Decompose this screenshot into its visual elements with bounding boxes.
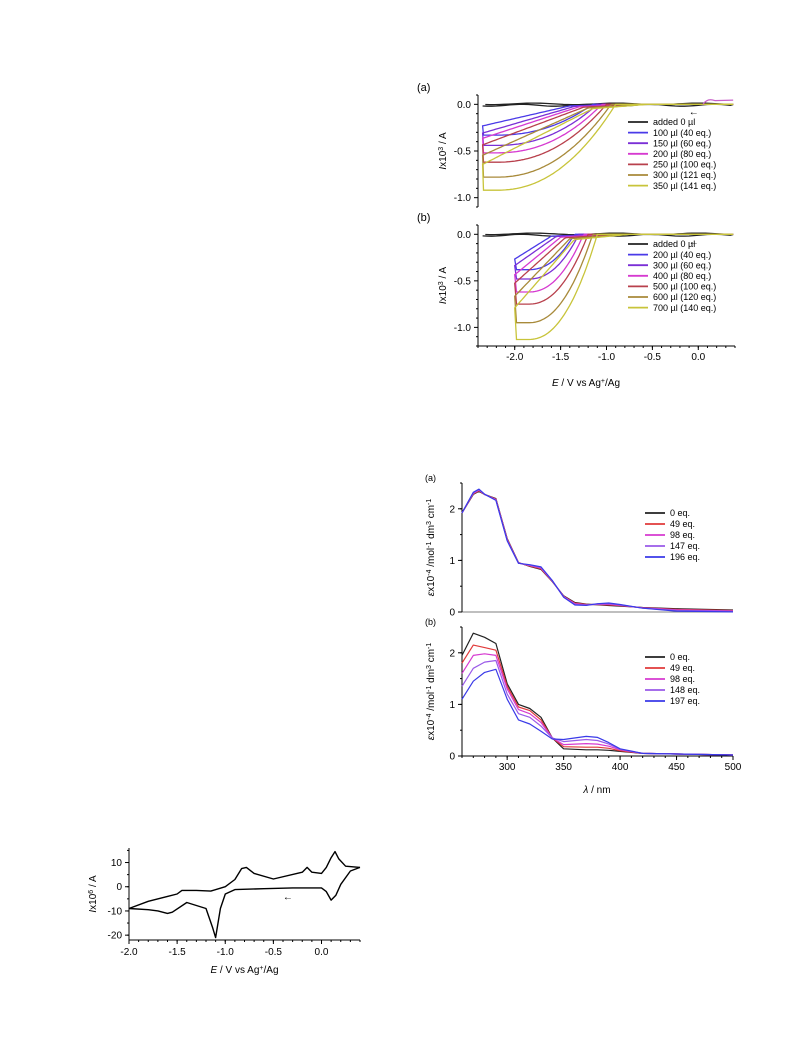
y-tick-label-0-1: -0.5 xyxy=(454,147,472,158)
uv-x-tick-label-1-2: 400 xyxy=(612,762,629,773)
y-tick-label-0-0: 0.0 xyxy=(457,100,471,111)
uv-y-tick-label-1-1: 1 xyxy=(449,700,455,711)
y-tick-label-1-1: -0.5 xyxy=(454,276,472,287)
x-tick-label-1-2: -1.0 xyxy=(598,352,616,363)
uv-y-tick-label-1-0: 0 xyxy=(449,752,455,763)
cv2-x-tick-label-0: -2.0 xyxy=(120,947,138,958)
x-tick-label-1-0: -2.0 xyxy=(506,352,524,363)
legend-label-1-4: 500 µl (100 eq.) xyxy=(653,282,716,292)
uv-series-line-1-4 xyxy=(461,668,734,756)
cv2-y-tick-label-3: -20 xyxy=(108,931,123,942)
cv2-reverse-sweep xyxy=(128,850,361,910)
cv2-y-tick-label-2: -10 xyxy=(108,906,123,917)
uv-y-tick-label-1-2: 2 xyxy=(449,648,455,659)
legend-label-1-2: 300 µl (60 eq.) xyxy=(653,260,711,270)
x-axis-label-cv: E / V vs Ag+/Ag xyxy=(552,378,620,390)
cv2-y-tick-label-0: 10 xyxy=(111,858,123,869)
uv-y-tick-label-0-0: 0 xyxy=(449,608,455,619)
legend-label-1-0: added 0 µl xyxy=(653,239,695,249)
legend-label-1-1: 200 µl (40 eq.) xyxy=(653,250,711,260)
y-tick-label-1-0: 0.0 xyxy=(457,230,471,241)
x-tick-label-1-3: -0.5 xyxy=(644,352,662,363)
uv-x-tick-label-1-0: 300 xyxy=(499,762,516,773)
legend-label-0-6: 350 µl (141 eq.) xyxy=(653,181,716,191)
uv-x-tick-label-1-3: 450 xyxy=(668,762,685,773)
uv-legend-label-0-0: 0 eq. xyxy=(670,508,690,518)
legend-label-1-6: 700 µl (140 eq.) xyxy=(653,303,716,313)
uv-panel-label-1: (b) xyxy=(425,617,436,627)
y-axis-label-1: Ix103 / A xyxy=(438,267,450,305)
uv-legend-label-1-1: 49 eq. xyxy=(670,663,695,673)
cv2-scan-direction-arrow: ← xyxy=(283,892,293,903)
uv-y-tick-label-0-1: 1 xyxy=(449,556,455,567)
y-axis-label-0: Ix103 / A xyxy=(438,132,450,170)
cv2-x-axis-label: E / V vs Ag+/Ag xyxy=(210,965,278,977)
legend-label-0-5: 300 µl (121 eq.) xyxy=(653,170,716,180)
y-tick-label-1-2: -1.0 xyxy=(454,323,472,334)
uv-x-axis-label: λ / nm xyxy=(582,785,610,796)
legend-label-1-3: 400 µl (80 eq.) xyxy=(653,271,711,281)
uv-legend-label-0-4: 196 eq. xyxy=(670,552,700,562)
cv2-forward-sweep xyxy=(128,866,361,939)
uv-legend-label-1-0: 0 eq. xyxy=(670,652,690,662)
cv2-x-tick-label-1: -1.5 xyxy=(169,947,187,958)
legend-label-0-0: added 0 µl xyxy=(653,117,695,127)
uv-legend-label-1-3: 148 eq. xyxy=(670,685,700,695)
legend-label-0-2: 150 µl (60 eq.) xyxy=(653,138,711,148)
uv-y-tick-label-0-2: 2 xyxy=(449,504,455,515)
scan-direction-arrow-1: ← xyxy=(689,237,699,248)
legend-label-0-3: 200 µl (80 eq.) xyxy=(653,149,711,159)
series-line-0-6 xyxy=(481,103,734,191)
uv-x-tick-label-1-4: 500 xyxy=(725,762,742,773)
cv2-x-tick-label-2: -1.0 xyxy=(217,947,235,958)
uv-legend-label-1-2: 98 eq. xyxy=(670,674,695,684)
uv-series-line-1-3 xyxy=(461,659,734,756)
uv-series-line-1-2 xyxy=(461,653,734,756)
scan-direction-arrow-0: ← xyxy=(689,107,699,118)
cv2-x-tick-label-4: 0.0 xyxy=(315,947,329,958)
cv2-x-tick-label-3: -0.5 xyxy=(265,947,283,958)
uv-legend-label-0-3: 147 eq. xyxy=(670,541,700,551)
y-tick-label-0-2: -1.0 xyxy=(454,193,472,204)
panel-label-0: (a) xyxy=(417,82,430,94)
legend-label-0-1: 100 µl (40 eq.) xyxy=(653,128,711,138)
uv-legend-label-1-4: 197 eq. xyxy=(670,696,700,706)
cv2-y-tick-label-1: 0 xyxy=(116,882,122,893)
uv-legend-label-0-1: 49 eq. xyxy=(670,519,695,529)
uv-y-axis-label-1: εx10-4 /mol-1 dm3 cm-1 xyxy=(426,643,438,741)
cv2-y-axis-label: Ix106 / A xyxy=(88,875,100,913)
oxidation-bump-0 xyxy=(702,99,734,105)
x-tick-label-1-1: -1.5 xyxy=(552,352,570,363)
uv-series-line-0-4 xyxy=(461,488,734,613)
uv-panel-label-0: (a) xyxy=(425,473,436,483)
uv-y-axis-label-0: εx10-4 /mol-1 dm3 cm-1 xyxy=(426,499,438,597)
legend-label-1-5: 600 µl (120 eq.) xyxy=(653,292,716,302)
uv-x-tick-label-1-1: 350 xyxy=(555,762,572,773)
series-line-1-6 xyxy=(514,233,734,341)
x-tick-label-1-4: 0.0 xyxy=(691,352,705,363)
uv-series-line-1-0 xyxy=(461,632,734,756)
panel-label-1: (b) xyxy=(417,212,430,224)
legend-label-0-4: 250 µl (100 eq.) xyxy=(653,160,716,170)
uv-legend-label-0-2: 98 eq. xyxy=(670,530,695,540)
uv-series-line-1-1 xyxy=(461,644,734,756)
